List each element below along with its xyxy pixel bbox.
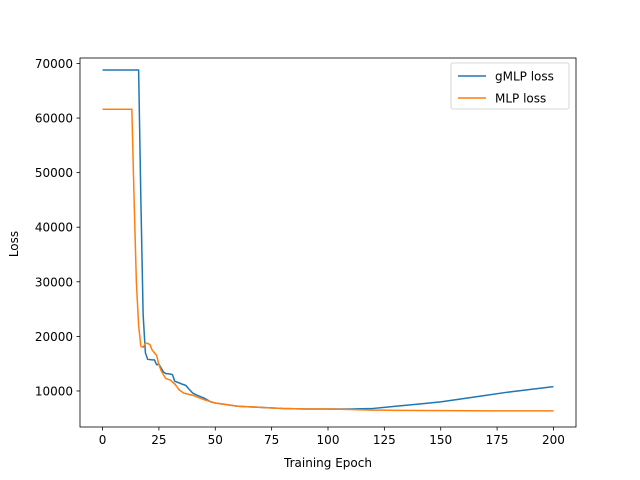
x-tick-label: 0 [99,433,107,447]
y-tick-label: 20000 [35,330,73,344]
y-axis-label: Loss [7,231,21,257]
x-tick-label: 100 [317,433,340,447]
y-tick-label: 60000 [35,112,73,126]
y-axis-ticks: 10000 20000 30000 40000 50000 60000 70000 [35,57,80,398]
series-line-gmlp [102,69,554,410]
plot-background [80,58,576,427]
x-axis-label: Training Epoch [283,456,372,470]
x-tick-label: 50 [208,433,223,447]
x-tick-label: 200 [542,433,565,447]
y-tick-label: 40000 [35,221,73,235]
legend-label: MLP loss [495,92,546,106]
y-tick-label: 10000 [35,384,73,398]
x-tick-label: 25 [151,433,166,447]
x-tick-label: 150 [429,433,452,447]
y-tick-label: 30000 [35,275,73,289]
x-tick-label: 75 [264,433,279,447]
x-tick-label: 125 [373,433,396,447]
series-line-mlp [102,108,554,412]
legend-label: gMLP loss [495,70,554,84]
legend: gMLP loss MLP loss [450,62,570,110]
x-tick-label: 175 [486,433,509,447]
series-layer [102,69,554,412]
y-tick-label: 70000 [35,57,73,71]
y-tick-label: 50000 [35,166,73,180]
x-axis-ticks: 0 25 50 75 100 125 150 175 200 [99,427,565,447]
